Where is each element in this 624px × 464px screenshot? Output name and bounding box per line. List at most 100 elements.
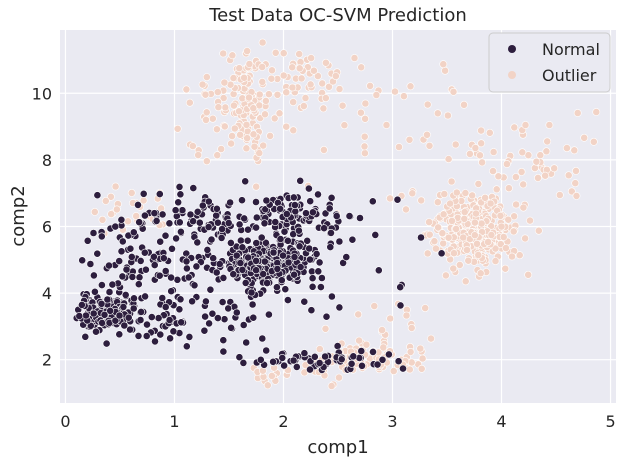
data-point-normal	[219, 336, 228, 345]
data-point-outlier	[461, 189, 470, 197]
data-point-normal	[83, 236, 92, 245]
data-point-normal	[195, 218, 204, 227]
data-point-normal	[235, 353, 244, 362]
data-point-outlier	[449, 87, 458, 96]
data-point-normal	[198, 201, 207, 210]
data-point-outlier	[504, 215, 513, 224]
data-point-outlier	[301, 94, 310, 102]
data-point-outlier	[451, 140, 460, 149]
data-point-outlier	[235, 64, 244, 73]
data-point-normal	[302, 209, 310, 218]
data-point-outlier	[510, 212, 518, 221]
data-point-outlier	[524, 270, 533, 279]
data-point-outlier	[107, 210, 116, 218]
data-point-outlier	[185, 98, 194, 107]
data-point-normal	[124, 313, 133, 322]
data-point-normal	[327, 193, 336, 202]
data-point-normal	[213, 314, 222, 322]
data-point-outlier	[408, 189, 417, 198]
data-point-outlier	[255, 149, 264, 157]
data-point-outlier	[478, 158, 486, 167]
data-point-outlier	[243, 134, 252, 143]
data-point-outlier	[421, 304, 430, 312]
data-point-normal	[169, 327, 178, 336]
data-point-outlier	[489, 148, 498, 156]
data-point-normal	[117, 247, 126, 256]
data-point-outlier	[476, 151, 484, 160]
y-tick-label: 6	[42, 217, 52, 236]
data-point-outlier	[399, 92, 408, 101]
data-point-outlier	[433, 109, 442, 118]
y-tick-label: 4	[42, 284, 52, 303]
data-point-normal	[140, 211, 149, 220]
data-point-normal	[290, 270, 298, 279]
data-point-outlier	[219, 49, 228, 58]
data-point-outlier	[502, 160, 511, 168]
legend-label-outlier: Outlier	[542, 66, 597, 85]
data-point-outlier	[288, 83, 297, 92]
data-point-normal	[182, 264, 191, 273]
data-point-outlier	[297, 74, 306, 83]
data-point-outlier	[379, 343, 388, 352]
data-point-normal	[89, 229, 98, 237]
data-point-normal	[241, 177, 250, 186]
data-point-outlier	[405, 365, 414, 374]
data-point-normal	[306, 365, 314, 374]
data-point-normal	[252, 198, 260, 206]
data-point-outlier	[220, 78, 229, 87]
data-point-normal	[128, 272, 137, 281]
data-point-normal	[175, 182, 184, 191]
data-point-normal	[229, 270, 238, 279]
data-point-normal	[219, 273, 228, 282]
data-point-normal	[106, 306, 115, 315]
data-point-outlier	[340, 121, 349, 130]
data-point-outlier	[188, 142, 197, 150]
data-point-normal	[242, 338, 251, 347]
data-point-outlier	[275, 109, 284, 118]
data-point-normal	[238, 265, 247, 274]
data-point-normal	[284, 258, 293, 267]
data-point-normal	[203, 245, 212, 254]
data-point-outlier	[288, 63, 297, 72]
data-point-normal	[369, 347, 377, 356]
data-point-normal	[272, 283, 281, 292]
data-point-outlier	[526, 216, 534, 225]
data-point-normal	[208, 309, 217, 318]
legend: Normal Outlier	[488, 32, 611, 93]
data-point-outlier	[452, 188, 461, 197]
data-point-outlier	[449, 264, 458, 273]
data-point-outlier	[355, 336, 363, 345]
data-point-normal	[289, 356, 298, 365]
data-point-outlier	[295, 64, 304, 73]
data-point-normal	[92, 327, 100, 336]
data-point-normal	[147, 313, 156, 321]
data-point-outlier	[217, 145, 226, 153]
data-point-normal	[149, 252, 158, 261]
data-point-outlier	[331, 72, 340, 80]
data-point-normal	[289, 193, 298, 202]
data-point-outlier	[489, 167, 497, 175]
data-point-outlier	[258, 78, 267, 86]
data-point-normal	[307, 306, 316, 315]
data-point-normal	[90, 271, 98, 280]
data-point-outlier	[440, 190, 449, 198]
data-point-outlier	[461, 277, 470, 286]
data-point-outlier	[477, 126, 485, 135]
data-point-normal	[326, 243, 335, 251]
data-point-outlier	[592, 108, 601, 116]
data-point-normal	[232, 308, 241, 317]
data-point-outlier	[228, 51, 237, 60]
data-point-normal	[89, 309, 98, 318]
data-point-outlier	[446, 199, 454, 208]
data-point-outlier	[366, 82, 374, 90]
data-point-normal	[121, 290, 130, 299]
data-point-normal	[212, 211, 221, 220]
data-point-normal	[108, 280, 117, 289]
data-point-outlier	[259, 141, 268, 150]
data-point-outlier	[464, 256, 473, 265]
data-point-outlier	[438, 229, 447, 238]
data-point-normal	[289, 230, 298, 239]
data-point-outlier	[236, 130, 244, 139]
data-point-normal	[314, 267, 323, 276]
